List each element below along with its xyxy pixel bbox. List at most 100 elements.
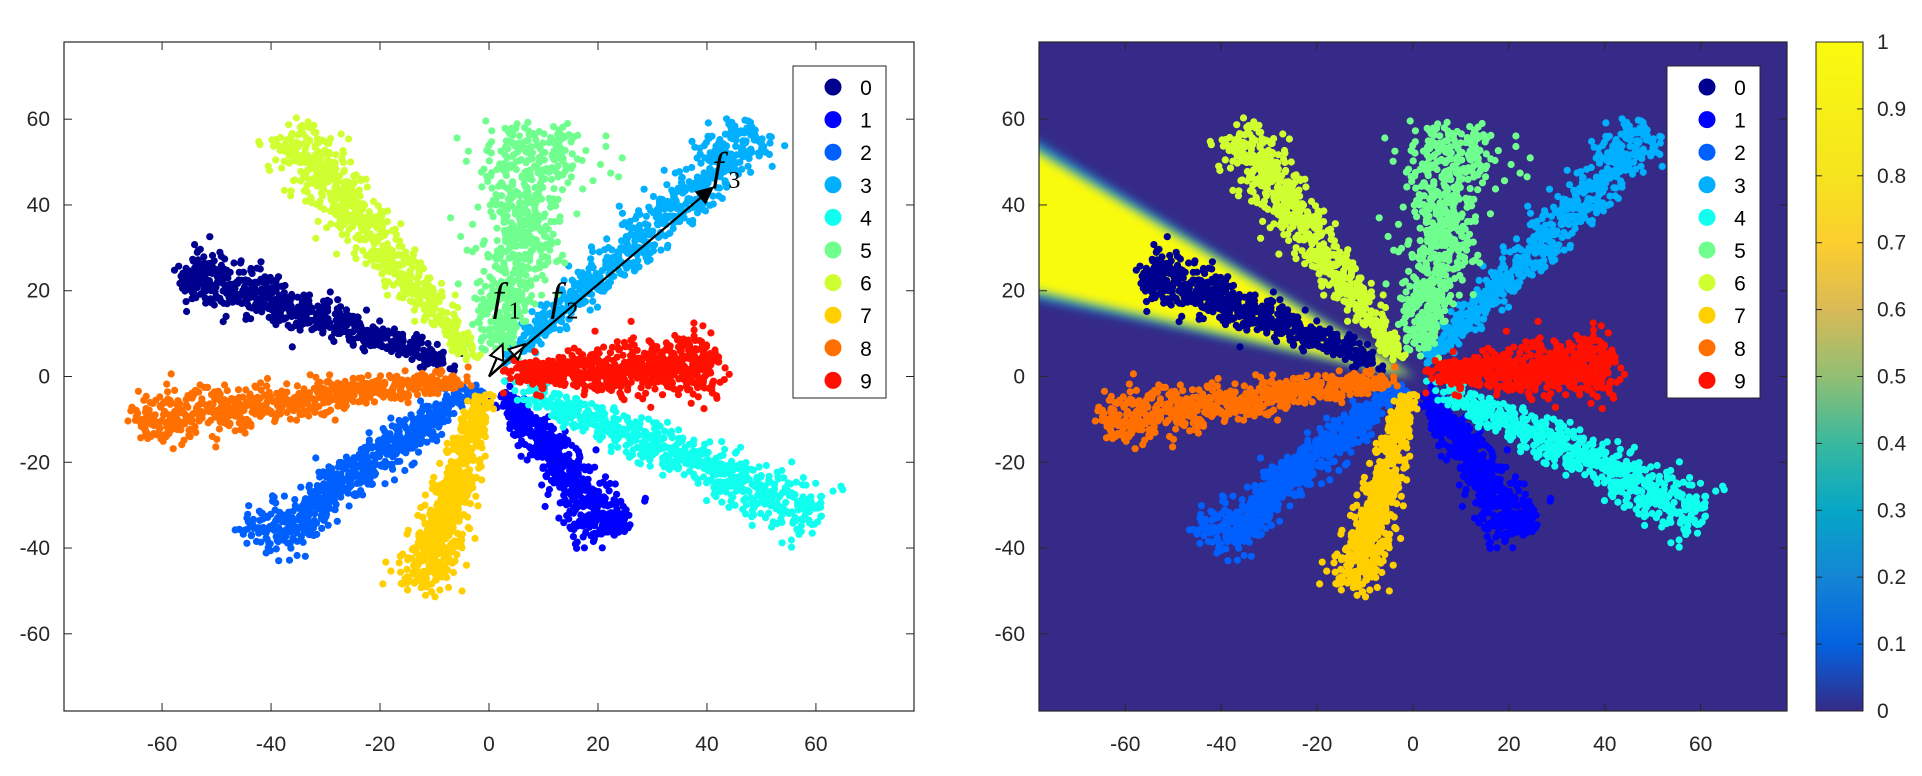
scatter-point — [523, 183, 531, 192]
scatter-point — [782, 498, 790, 506]
scatter-point — [192, 268, 201, 276]
scatter-point — [355, 463, 363, 471]
scatter-point — [578, 499, 586, 507]
scatter-point — [618, 154, 626, 162]
scatter-point — [321, 486, 329, 494]
scatter-point — [243, 296, 251, 304]
scatter-point — [742, 459, 750, 467]
scatter-point — [350, 491, 358, 499]
scatter-point — [325, 504, 333, 512]
scatter-point — [370, 452, 378, 460]
scatter-point — [336, 303, 345, 311]
scatter-point — [269, 497, 277, 505]
scatter-point — [737, 150, 746, 158]
scatter-point — [704, 448, 712, 456]
scatter-point — [788, 458, 796, 466]
scatter-point — [794, 526, 802, 535]
scatter-point — [221, 255, 229, 263]
scatter-point — [469, 320, 477, 328]
scatter-point — [762, 461, 770, 470]
scatter-point — [382, 266, 390, 274]
scatter-point — [325, 139, 333, 147]
scatter-point — [539, 464, 547, 472]
scatter-point — [614, 251, 623, 259]
scatter-point — [370, 197, 378, 205]
scatter-point — [417, 397, 425, 405]
scatter-point — [244, 510, 252, 518]
scatter-point — [814, 504, 822, 512]
scatter-point — [597, 530, 605, 538]
scatter-point — [333, 250, 341, 258]
scatter-point — [514, 204, 523, 212]
scatter-point — [610, 434, 619, 442]
scatter-point — [392, 424, 400, 432]
scatter-point — [324, 521, 332, 529]
scatter-point — [266, 547, 275, 555]
scatter-point — [531, 184, 539, 192]
scatter-point — [566, 289, 574, 297]
scatter-point — [337, 488, 346, 496]
scatter-point — [361, 347, 369, 355]
scatter-point — [436, 408, 444, 416]
scatter-point — [376, 436, 384, 444]
scatter-point — [345, 135, 353, 143]
scatter-point — [555, 126, 563, 134]
scatter-point — [508, 232, 516, 240]
scatter-point — [658, 460, 667, 468]
scatter-point — [589, 297, 597, 305]
scatter-point — [449, 342, 457, 350]
scatter-point — [592, 446, 600, 454]
scatter-point — [506, 275, 515, 283]
scatter-point — [320, 310, 328, 318]
scatter-point — [423, 419, 432, 427]
scatter-point — [208, 259, 216, 267]
scatter-point — [659, 219, 667, 227]
scatter-point — [534, 439, 542, 448]
scatter-point — [411, 246, 419, 254]
scatter-point — [615, 173, 623, 181]
scatter-point — [812, 479, 820, 487]
scatter-point — [392, 344, 400, 352]
scatter-point — [243, 539, 251, 547]
scatter-point — [492, 195, 500, 204]
scatter-point — [523, 456, 531, 464]
scatter-point — [686, 467, 694, 475]
scatter-point — [390, 476, 399, 484]
scatter-point — [431, 404, 440, 412]
scatter-point — [670, 194, 678, 202]
scatter-point — [774, 475, 783, 483]
scatter-point — [297, 483, 305, 491]
scatter-point — [567, 164, 575, 173]
scatter-point — [637, 451, 645, 459]
scatter-point — [399, 550, 407, 558]
scatter-point — [325, 150, 333, 158]
scatter-point — [288, 343, 296, 351]
scatter-point — [640, 185, 648, 193]
scatter-point — [457, 232, 465, 241]
scatter-point — [212, 283, 220, 291]
scatter-point — [618, 237, 626, 245]
scatter-point — [319, 329, 327, 337]
scatter-point — [588, 417, 596, 425]
scatter-point — [628, 422, 637, 431]
scatter-point — [313, 320, 321, 328]
scatter-point — [839, 486, 847, 494]
scatter-point — [360, 214, 369, 222]
scatter-point — [474, 502, 482, 510]
scatter-point — [547, 217, 555, 226]
scatter-point — [562, 501, 571, 509]
scatter-point — [488, 184, 496, 192]
scatter-point — [323, 170, 331, 178]
scatter-point — [582, 147, 590, 155]
scatter-point — [509, 128, 517, 136]
scatter-point — [484, 253, 492, 261]
scatter-point — [231, 526, 239, 534]
scatter-point — [365, 429, 373, 437]
scatter-point — [539, 139, 547, 147]
scatter-point — [488, 127, 496, 135]
scatter-point — [700, 142, 708, 150]
scatter-point — [571, 476, 580, 484]
scatter-point — [593, 403, 601, 411]
scatter-point — [285, 121, 293, 129]
scatter-point — [483, 173, 491, 181]
